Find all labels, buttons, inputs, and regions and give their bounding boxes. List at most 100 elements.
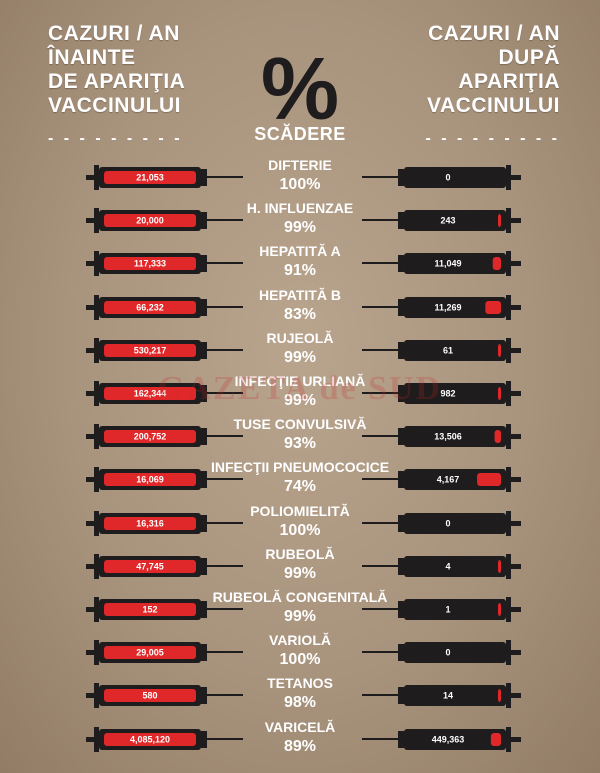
after-value-label: 4 xyxy=(445,561,450,571)
needle xyxy=(207,176,243,178)
needle xyxy=(362,392,398,394)
plunger-flange xyxy=(506,597,511,622)
disease-name: INFECŢII PNEUMOCOCICE xyxy=(210,459,390,476)
fill-level-before xyxy=(104,257,196,271)
plunger-rod xyxy=(511,520,521,526)
after-value-label: 11,049 xyxy=(434,259,461,269)
fill-level-after xyxy=(498,603,501,616)
plunger-flange xyxy=(94,467,99,493)
header-after-vaccine: CAZURI / AN DUPĂ APARIŢIA VACCINULUI xyxy=(427,22,560,117)
table-row: 530,217 61 RUJEOLĂ 99% xyxy=(0,330,600,372)
plunger-flange xyxy=(506,683,511,709)
before-value-label: 580 xyxy=(142,691,157,701)
after-value-label: 11,269 xyxy=(434,302,461,312)
syringe-before: 29,005 xyxy=(86,640,243,666)
barrel-tip xyxy=(398,687,404,705)
percent-decrease: 100% xyxy=(279,176,321,193)
plunger-rod xyxy=(511,175,521,180)
needle xyxy=(207,305,243,308)
table-row: 152 1 RUBEOLĂ CONGENITALĂ 99% xyxy=(0,589,600,631)
fill-level-before xyxy=(104,473,196,487)
fill-level-before xyxy=(104,732,196,746)
plunger-flange xyxy=(94,381,99,406)
needle xyxy=(207,435,243,438)
plunger-rod xyxy=(86,218,96,224)
syringe-before: 16,316 xyxy=(86,510,243,536)
percent-decrease: 74% xyxy=(283,478,317,496)
before-value-label: 4,085,120 xyxy=(130,734,170,744)
barrel xyxy=(404,599,506,620)
plunger-flange xyxy=(506,640,511,666)
plunger-flange xyxy=(506,726,511,752)
disease-name: TUSE CONVULSIVĂ xyxy=(233,416,367,433)
plunger-rod xyxy=(511,650,521,656)
syringe-after: 449,363 xyxy=(362,726,521,752)
needle xyxy=(362,176,398,178)
table-row: 16,069 4,167 INFECŢII PNEUMOCOCICE 74% xyxy=(0,459,600,501)
syringe-before: 530,217 xyxy=(86,337,243,363)
barrel xyxy=(404,642,506,664)
barrel-tip xyxy=(398,514,404,532)
barrel-tip xyxy=(398,212,404,230)
plunger-flange xyxy=(506,251,511,277)
plunger-flange xyxy=(94,424,99,450)
percent-decrease: 100% xyxy=(279,651,321,669)
after-value-label: 14 xyxy=(443,691,453,701)
fill-level-before xyxy=(104,343,196,357)
disease-name: INFECŢIE URLIANĂ xyxy=(234,373,366,389)
table-row: 20,000 243 H. INFLUENZAE 99% xyxy=(0,200,600,242)
fill-level-before xyxy=(104,430,196,444)
plunger-rod xyxy=(86,650,96,656)
barrel-tip xyxy=(201,730,207,748)
percent-decrease: 99% xyxy=(283,392,317,409)
barrel-tip xyxy=(398,644,404,662)
fill-level-before xyxy=(104,300,196,314)
needle xyxy=(207,478,243,481)
plunger-rod xyxy=(511,218,521,224)
plunger-rod xyxy=(86,477,96,483)
plunger-rod xyxy=(86,261,96,267)
fill-level-before xyxy=(104,646,196,660)
needle xyxy=(207,348,243,351)
plunger-rod xyxy=(511,434,521,440)
plunger-flange xyxy=(506,337,511,363)
plunger-rod xyxy=(511,736,521,742)
barrel-tip xyxy=(201,428,207,446)
barrel-tip xyxy=(398,341,404,359)
fill-level-after xyxy=(477,473,501,487)
before-value-label: 117,333 xyxy=(134,259,166,269)
syringe-before: 47,745 xyxy=(86,553,243,579)
barrel xyxy=(404,167,506,188)
plunger-flange xyxy=(94,165,99,190)
syringe-after: 13,506 xyxy=(362,424,521,450)
plunger-flange xyxy=(94,726,99,752)
syringe-after: 0 xyxy=(362,510,521,536)
needle xyxy=(362,564,398,567)
fill-level-after xyxy=(498,689,501,703)
fill-level-before xyxy=(104,387,196,400)
plunger-flange xyxy=(506,553,511,579)
after-value-label: 243 xyxy=(440,216,455,226)
before-value-label: 16,316 xyxy=(136,518,164,528)
barrel xyxy=(404,210,506,232)
syringe-after: 11,269 xyxy=(362,294,521,320)
table-row: 162,344 982 INFECŢIE URLIANĂ 99% xyxy=(0,373,600,415)
before-value-label: 20,000 xyxy=(136,216,164,226)
syringe-after: 11,049 xyxy=(362,251,521,277)
needle xyxy=(207,521,243,524)
plunger-rod xyxy=(511,607,521,612)
barrel-tip xyxy=(201,255,207,273)
table-row: 66,232 11,269 HEPATITĂ B 83% xyxy=(0,287,600,329)
needle xyxy=(362,521,398,524)
after-value-label: 449,363 xyxy=(432,734,465,744)
percent-decrease: 98% xyxy=(283,694,317,712)
plunger-rod xyxy=(511,477,521,483)
syringe-after: 0 xyxy=(362,165,521,190)
table-row: 117,333 11,049 HEPATITĂ A 91% xyxy=(0,243,600,285)
before-value-label: 200,752 xyxy=(134,432,167,442)
needle xyxy=(207,564,243,567)
needle xyxy=(362,348,398,351)
syringe-after: 0 xyxy=(362,640,521,666)
after-value-label: 13,506 xyxy=(434,432,462,442)
syringe-after: 61 xyxy=(362,337,521,363)
